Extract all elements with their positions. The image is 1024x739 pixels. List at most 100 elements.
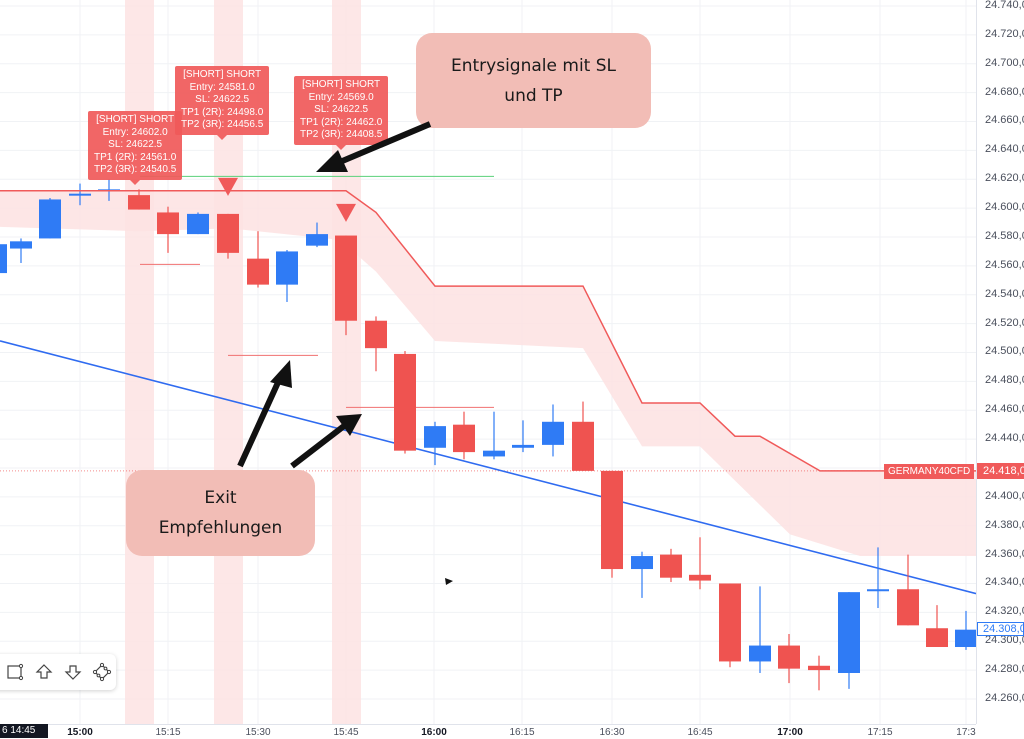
exit-callout: Exit Empfehlungen — [126, 470, 315, 556]
price-axis[interactable]: 24.740,0 24.720,0 24.700,0 24.680,0 24.660,0… — [976, 0, 1024, 724]
exit-callout-line2: Empfehlungen — [158, 518, 283, 538]
price-tick-label: 24.680,0 — [985, 85, 1024, 98]
time-cursor-label: 6 14:45 — [0, 724, 48, 738]
price-tick-label: 24.440,0 — [985, 432, 1024, 445]
time-axis[interactable]: 15:00 15:15 15:30 15:45 16:00 16:15 16:30 16:45… — [0, 724, 976, 739]
last-price-tag: 24.418,0 — [977, 463, 1024, 479]
time-tick-label: 15:15 — [155, 727, 181, 738]
price-tick-label: 24.740,0 — [985, 0, 1024, 11]
candle-body — [719, 583, 741, 662]
price-tick-label: 24.660,0 — [985, 114, 1024, 127]
candle-body — [128, 195, 150, 210]
arrow-down-tool-button[interactable] — [62, 661, 84, 683]
time-tick-label: 16:00 — [421, 727, 447, 738]
candle-body — [749, 645, 771, 662]
signal-entry: Entry: 24581.0 — [189, 81, 255, 93]
arrow-up-tool-button[interactable] — [33, 661, 55, 683]
candle-body — [424, 426, 446, 448]
band-fill — [0, 190, 976, 557]
candle-body — [0, 244, 7, 274]
price-tick-label: 24.340,0 — [985, 576, 1024, 589]
candlestick-chart[interactable] — [0, 0, 976, 724]
signal-tp2: TP2 (3R): 24540.5 — [94, 164, 177, 175]
rectangle-icon — [6, 663, 23, 681]
sell-signal-icon — [336, 203, 356, 222]
time-tick-label: 17:00 — [777, 727, 803, 738]
candle-body — [187, 213, 209, 235]
band-line — [0, 190, 976, 472]
candle-body — [394, 353, 416, 451]
candle-body — [69, 193, 91, 196]
candle-body — [572, 421, 594, 471]
signal-tp1: TP1 (2R): 24561.0 — [94, 151, 177, 163]
drawing-toolbar — [0, 654, 116, 690]
rectangle-tool-button[interactable] — [4, 661, 26, 683]
candle-body — [217, 213, 239, 253]
candle-body — [542, 421, 564, 445]
trendline — [0, 340, 976, 595]
candle-body — [689, 574, 711, 581]
signal-entry: Entry: 24569.0 — [308, 91, 374, 103]
candle-body — [897, 589, 919, 626]
candle-body — [39, 199, 61, 239]
candle-body — [926, 628, 948, 648]
price-tick-label: 24.360,0 — [985, 547, 1024, 560]
candle-body — [631, 556, 653, 570]
signal-label-2: [SHORT] SHORT Entry: 24581.0 SL: 24622.5… — [175, 66, 270, 139]
candle-body — [247, 258, 269, 285]
price-tick-label: 24.280,0 — [985, 663, 1024, 676]
price-tick-label: 24.700,0 — [985, 56, 1024, 69]
candle-body — [365, 320, 387, 349]
candle-body — [512, 444, 534, 448]
signal-sl: SL: 24622.5 — [108, 139, 163, 150]
price-tick-label: 24.640,0 — [985, 143, 1024, 156]
candle-body — [306, 234, 328, 246]
signal-tp1: TP1 (2R): 24498.0 — [181, 106, 264, 118]
candle-body — [955, 629, 976, 648]
candle-body — [157, 212, 179, 235]
time-tick-label: 15:00 — [67, 727, 93, 738]
time-tick-label: 17:3 — [956, 727, 976, 738]
signal-sl: SL: 24622.5 — [195, 94, 250, 105]
time-tick-label: 16:30 — [599, 727, 625, 738]
time-tick-label: 15:30 — [245, 727, 271, 738]
price-tick-label: 24.580,0 — [985, 229, 1024, 242]
signal-tp2: TP2 (3R): 24408.5 — [300, 129, 383, 140]
path-tool-button[interactable] — [91, 661, 113, 683]
price-tick-label: 24.260,0 — [985, 691, 1024, 704]
candle-body — [601, 470, 623, 570]
entry-callout-line2: und TP — [504, 85, 563, 106]
current-price-tag: 24.308,0 — [977, 622, 1024, 636]
price-tick-label: 24.400,0 — [985, 489, 1024, 502]
signal-tp1: TP1 (2R): 24462.0 — [300, 116, 383, 128]
candle-body — [838, 592, 860, 673]
signal-header: [SHORT] SHORT — [302, 79, 381, 90]
price-tick-label: 24.520,0 — [985, 316, 1024, 329]
price-tick-label: 24.540,0 — [985, 287, 1024, 300]
signal-sl: SL: 24622.5 — [314, 104, 369, 115]
time-tick-label: 16:15 — [509, 727, 535, 738]
symbol-tag: GERMANY40CFD — [884, 464, 975, 479]
price-tick-label: 24.500,0 — [985, 345, 1024, 358]
price-tick-label: 24.300,0 — [985, 634, 1024, 647]
price-tick-label: 24.720,0 — [985, 27, 1024, 40]
arrow-down-icon — [64, 665, 81, 680]
entry-callout-line1: Entrysignale mit SL — [451, 55, 616, 76]
signal-label-1: [SHORT] SHORT Entry: 24602.0 SL: 24622.5… — [88, 111, 183, 184]
candle-body — [483, 450, 505, 457]
sell-signal-icon — [218, 177, 238, 196]
price-tick-label: 24.460,0 — [985, 403, 1024, 416]
time-tick-label: 16:45 — [687, 727, 713, 738]
entry-callout: Entrysignale mit SL und TP — [416, 33, 651, 128]
candle-body — [10, 241, 32, 249]
candle-body — [808, 665, 830, 671]
candle-body — [276, 251, 298, 285]
price-tick-label: 24.620,0 — [985, 172, 1024, 185]
time-tick-label: 15:45 — [333, 727, 359, 738]
signal-header: [SHORT] SHORT — [96, 114, 175, 125]
signal-label-3: [SHORT] SHORT Entry: 24569.0 SL: 24622.5… — [294, 76, 389, 149]
price-tick-label: 24.560,0 — [985, 258, 1024, 271]
price-tick-label: 24.320,0 — [985, 605, 1024, 618]
signal-band — [125, 0, 154, 724]
signal-header: [SHORT] SHORT — [183, 69, 262, 80]
